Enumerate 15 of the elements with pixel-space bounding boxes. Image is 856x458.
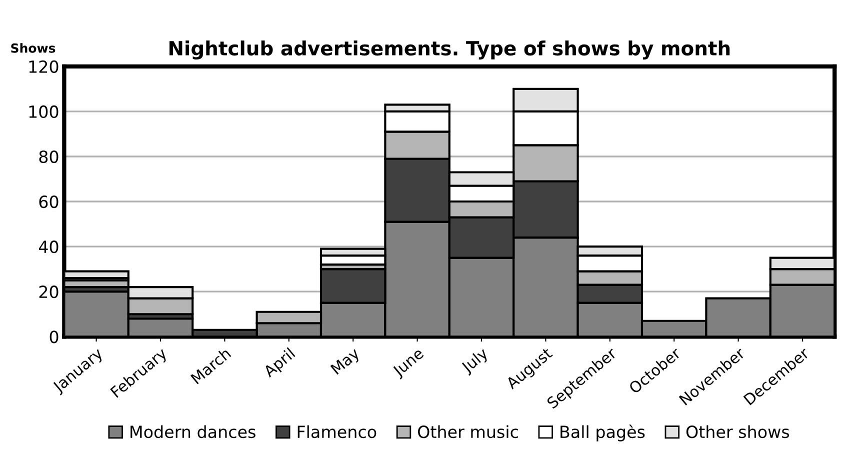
y-axis-title: Shows [11,43,56,53]
x-tick-label: May [330,347,362,378]
chart-title: Nightclub advertisements. Type of shows by month [170,40,730,60]
y-tick-label: 60 [39,195,58,208]
y-tick-label: 40 [38,240,58,254]
y-tick-label: 80 [39,150,58,164]
legend-label: Modern dances [130,425,256,438]
y-tick-label: 120 [29,60,58,73]
legend-label: Other shows [686,425,790,438]
y-tick-label: 20 [39,286,58,298]
y-tick-label: 100 [29,105,58,118]
legend-label: Ball pagès [560,424,645,442]
legend-label: Other music [418,425,518,438]
y-tick-label: 0 [50,330,58,344]
legend-label: Flamenco [298,425,376,438]
